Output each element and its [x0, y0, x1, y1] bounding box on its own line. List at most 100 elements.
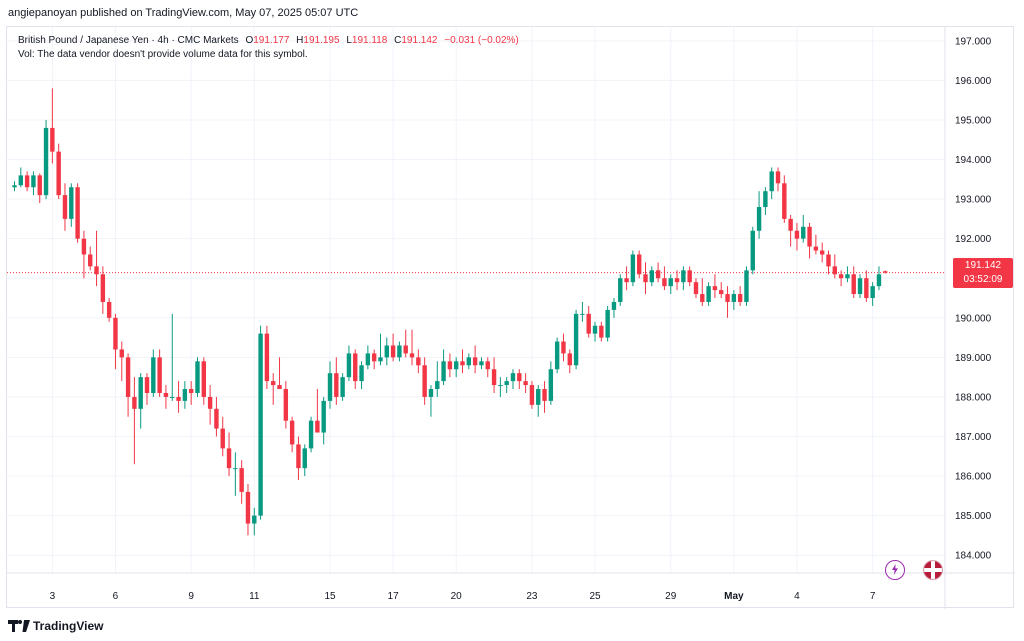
candle-body	[460, 361, 465, 366]
candle-body	[233, 468, 238, 470]
candle-body	[163, 392, 169, 397]
candle-body	[845, 274, 850, 279]
x-tick-label: May	[724, 591, 744, 602]
y-tick-label: 189.000	[955, 353, 992, 364]
candle-body	[750, 230, 755, 271]
candle-body	[390, 345, 396, 358]
legend-low-key: L	[346, 35, 352, 46]
candle-body	[504, 381, 509, 386]
candle-body	[479, 361, 484, 366]
candle-body	[763, 191, 768, 208]
candle-body	[731, 294, 737, 302]
candle-body	[630, 254, 636, 283]
tradingview-logo[interactable]: TradingView	[8, 618, 103, 634]
y-tick-label: 186.000	[955, 472, 992, 483]
candle-body	[252, 515, 257, 524]
candle-body	[813, 246, 819, 251]
candle-body	[340, 377, 345, 397]
candle-body	[62, 195, 68, 219]
candle-body	[548, 369, 554, 401]
candle-body	[378, 357, 383, 362]
candle-body	[681, 270, 686, 283]
legend-high-key: H	[296, 35, 304, 46]
candle-body	[851, 274, 856, 295]
x-tick-label: 7	[870, 591, 876, 602]
candle-body	[712, 286, 718, 291]
candle-body	[201, 361, 206, 397]
candle-body	[277, 385, 282, 390]
chart-frame[interactable]: 184.000 185.000 186.000 187.000 188.000 189.0…	[6, 26, 1015, 609]
symbol-title[interactable]: British Pound / Japanese Yen · 4h · CMC …	[18, 35, 239, 46]
candle-body	[536, 389, 541, 405]
candle-body	[308, 420, 314, 449]
legend-low-value: 191.118	[351, 35, 388, 46]
candle-body	[289, 420, 295, 445]
legend-ohlc-row: British Pound / Japanese Yen · 4h · CMC …	[18, 34, 519, 48]
candle-body	[510, 373, 516, 382]
last-price-badge: 191.142 03:52:09	[953, 258, 1013, 288]
candle-body	[883, 271, 888, 273]
candle-body	[529, 385, 535, 405]
x-tick-label: 9	[188, 591, 194, 602]
candle-body	[435, 381, 440, 390]
y-tick-label: 192.000	[955, 234, 992, 245]
candle-body	[624, 278, 629, 283]
legend-high-value: 191.195	[303, 35, 340, 46]
candlestick-chart[interactable]: 184.000 185.000 186.000 187.000 188.000 189.0…	[7, 27, 1015, 609]
candle-body	[756, 207, 762, 231]
candle-body	[334, 373, 339, 397]
candle-body	[113, 317, 118, 350]
candle-body	[674, 278, 680, 283]
candle-body	[454, 361, 459, 370]
bar-countdown: 03:52:09	[963, 274, 1003, 285]
candle-body	[599, 325, 604, 338]
candle-body	[586, 313, 591, 334]
legend-close-key: C	[394, 35, 402, 46]
last-price-value: 191.142	[964, 260, 1002, 271]
candle-body	[125, 357, 131, 397]
candle-body	[403, 345, 408, 354]
candle-body	[491, 369, 497, 386]
y-tick-label: 195.000	[955, 115, 992, 126]
candle-body	[88, 254, 93, 267]
candle-body	[365, 353, 371, 366]
candle-body	[81, 238, 87, 255]
candle-body	[245, 491, 251, 524]
candle-body	[327, 373, 333, 401]
candle-body	[428, 389, 434, 397]
uk-flag-icon[interactable]	[923, 560, 943, 580]
y-tick-label: 187.000	[955, 432, 992, 443]
candle-body	[315, 420, 320, 433]
candle-body	[719, 290, 724, 295]
candle-body	[271, 381, 276, 386]
volume-note: Vol: The data vendor doesn't provide vol…	[18, 49, 308, 60]
candle-body	[220, 428, 225, 449]
candle-body	[346, 353, 352, 378]
candle-body	[69, 187, 74, 219]
y-tick-label: 190.000	[955, 313, 992, 324]
candle-body	[441, 361, 446, 382]
candle-body	[649, 270, 655, 283]
x-tick-label: 29	[665, 591, 677, 602]
candle-body	[725, 294, 730, 302]
lightning-icon[interactable]	[885, 560, 905, 580]
candle-body	[857, 278, 863, 295]
candle-body	[636, 254, 642, 275]
legend-close-value: 191.142	[401, 35, 438, 46]
candle-body	[618, 278, 623, 302]
x-tick-label: 6	[113, 591, 119, 602]
y-tick-label: 185.000	[955, 511, 992, 522]
candle-body	[769, 171, 774, 192]
candle-body	[567, 353, 572, 366]
x-tick-label: 23	[526, 591, 538, 602]
candle-body	[258, 333, 263, 516]
candle-body	[188, 389, 194, 393]
y-tick-label: 196.000	[955, 76, 992, 87]
candle-body	[662, 278, 667, 287]
candle-body	[75, 187, 80, 239]
candle-body	[605, 309, 610, 338]
legend-change: −0.031 (−0.02%)	[444, 35, 519, 46]
candle-body	[422, 365, 427, 397]
candle-body	[775, 171, 781, 184]
candle-body	[321, 400, 326, 433]
